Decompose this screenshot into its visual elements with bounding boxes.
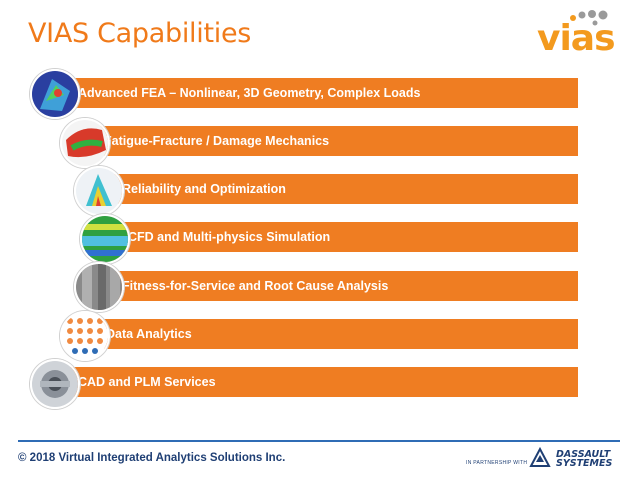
capability-bar-fea: Advanced FEA – Nonlinear, 3D Geometry, C… [60, 78, 578, 108]
pipe-inspection-icon [74, 262, 124, 312]
capability-bar-reliability: Reliability and Optimization [98, 174, 578, 204]
partner-name-line1: DASSAULT [556, 449, 611, 460]
capability-label: Advanced FEA – Nonlinear, 3D Geometry, C… [78, 86, 421, 100]
capability-bar-cfd: CFD and Multi-physics Simulation [104, 222, 578, 252]
capability-label: Fitness-for-Service and Root Cause Analy… [122, 279, 389, 293]
cad-part-icon [30, 359, 80, 409]
slide-title: VIAS Capabilities [28, 18, 252, 49]
reliability-plot-icon [74, 166, 124, 216]
fea-mesh-icon [30, 69, 80, 119]
capability-bar-cad-plm: CAD and PLM Services [60, 367, 578, 397]
capability-label: CFD and Multi-physics Simulation [128, 230, 331, 244]
capability-label: CAD and PLM Services [78, 375, 216, 389]
partner-label: IN PARTNERSHIP WITH [466, 460, 528, 466]
footer-copyright: © 2018 Virtual Integrated Analytics Solu… [18, 452, 286, 464]
capability-label: Reliability and Optimization [122, 182, 286, 196]
capability-bar-data-analytics: Data Analytics [82, 319, 578, 349]
logo-dots-icon [570, 10, 608, 26]
partner-name: DASSAULT SYSTEMES [556, 449, 613, 469]
fracture-icon [60, 118, 110, 168]
capability-bar-ffs: Fitness-for-Service and Root Cause Analy… [98, 271, 578, 301]
data-dots-icon [60, 311, 110, 361]
capability-bar-fatigue: Fatigue-Fracture / Damage Mechanics [82, 126, 578, 156]
footer-rule [18, 440, 620, 442]
dassault-logo-icon [529, 446, 551, 467]
cfd-flow-icon [80, 214, 130, 264]
vias-logo: vias [535, 8, 627, 59]
partner-name-line2: SYSTEMES [556, 458, 613, 469]
capability-label: Fatigue-Fracture / Damage Mechanics [104, 134, 330, 148]
logo-wordmark: vias [537, 18, 616, 59]
capability-label: Data Analytics [106, 327, 192, 341]
